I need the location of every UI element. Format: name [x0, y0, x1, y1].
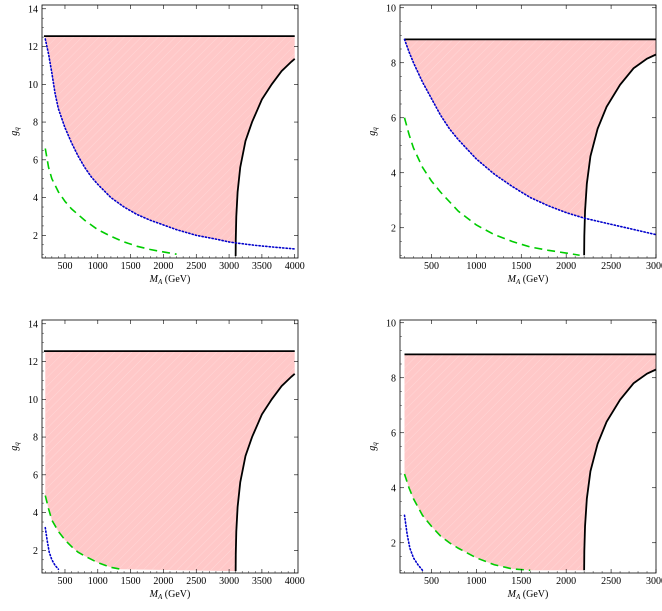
series-blue-dotted-2 [403, 514, 424, 572]
x-tick-label: 1500 [511, 261, 531, 272]
y-tick-label: 12 [28, 357, 38, 368]
y-axis-label: gq [9, 442, 21, 451]
x-tick-label: 500 [424, 576, 439, 587]
y-tick-label: 6 [391, 113, 396, 124]
series-blue-dotted-2 [403, 38, 657, 236]
allowed-region-hatch [404, 39, 656, 256]
x-tick-label: 1000 [88, 576, 108, 587]
y-tick-label: 6 [391, 428, 396, 439]
y-tick-label: 8 [391, 373, 396, 384]
y-tick-label: 6 [33, 470, 38, 481]
y-axis-label: gq [367, 442, 379, 451]
x-tick-label: 1000 [88, 261, 108, 272]
x-axis-label: MA (GeV) [507, 274, 549, 286]
y-tick-label: 10 [28, 395, 38, 406]
x-tick-label: 1000 [466, 261, 486, 272]
x-tick-label: 3500 [252, 261, 272, 272]
y-tick-label: 12 [28, 42, 38, 53]
x-tick-label: 4000 [285, 576, 305, 587]
x-tick-label: 500 [57, 576, 72, 587]
y-tick-label: 6 [33, 155, 38, 166]
y-axis-label: gq [367, 127, 379, 136]
series-green-dashed-3 [403, 473, 531, 572]
x-tick-label: 2000 [556, 576, 576, 587]
chart-panel-top-left: 500 1000 1500 2000 2500 3000 3500 4000 2 4 6 8 10 12 1… [9, 4, 305, 286]
series-blue-dotted-2 [44, 526, 60, 571]
y-tick-label: 4 [33, 193, 38, 204]
series-black-solid-1 [234, 373, 296, 572]
x-tick-label: 3000 [219, 261, 239, 272]
y-axis-label: gq [9, 127, 21, 136]
y-tick-label: 4 [33, 508, 38, 519]
y-tick-label: 2 [391, 538, 396, 549]
x-tick-label: 1500 [511, 576, 531, 587]
y-tick-label: 4 [391, 168, 396, 179]
y-tick-label: 8 [391, 58, 396, 69]
x-tick-label: 2500 [601, 261, 621, 272]
x-tick-label: 1000 [466, 576, 486, 587]
x-tick-label: 3000 [646, 576, 662, 587]
x-tick-label: 2500 [601, 576, 621, 587]
allowed-region-hatch [404, 354, 656, 571]
x-axis-label: MA (GeV) [507, 589, 549, 601]
y-tick-label: 4 [391, 483, 396, 494]
series-black-solid-1 [583, 368, 657, 571]
y-tick-label: 10 [28, 80, 38, 91]
x-tick-label: 500 [424, 261, 439, 272]
y-tick-label: 2 [33, 231, 38, 242]
x-tick-label: 3000 [219, 576, 239, 587]
x-tick-label: 1500 [121, 261, 141, 272]
x-axis-label: MA (GeV) [149, 589, 191, 601]
y-tick-label: 2 [391, 223, 396, 234]
series-green-dashed-3 [44, 148, 177, 256]
allowed-region-hatch [45, 351, 295, 572]
y-tick-label: 14 [28, 319, 38, 330]
y-tick-label: 10 [386, 318, 396, 329]
x-tick-label: 2000 [153, 261, 173, 272]
chart-panel-top-right: 500 1000 1500 2000 2500 3000 2 4 6 8 10 MA (GeV) gq [367, 3, 662, 286]
series-black-solid-1 [583, 53, 657, 256]
x-tick-label: 1500 [121, 576, 141, 587]
series-green-dashed-3 [403, 117, 580, 257]
x-tick-label: 2000 [153, 576, 173, 587]
series-blue-dotted-2 [44, 38, 296, 250]
x-tick-label: 3500 [252, 576, 272, 587]
y-tick-label: 8 [33, 433, 38, 444]
chart-panel-bottom-left: 500 1000 1500 2000 2500 3000 3500 4000 2 4 6 8 10 12 1… [9, 319, 305, 601]
y-tick-label: 10 [386, 3, 396, 14]
allowed-region-hatch [45, 36, 295, 257]
x-tick-label: 2000 [556, 261, 576, 272]
y-tick-label: 2 [33, 546, 38, 557]
x-tick-label: 500 [57, 261, 72, 272]
y-tick-label: 8 [33, 118, 38, 129]
x-tick-label: 2500 [186, 261, 206, 272]
chart-panel-bottom-right: 500 1000 1500 2000 2500 3000 2 4 6 8 10 MA (GeV) gq [367, 318, 662, 601]
y-tick-label: 14 [28, 4, 38, 15]
x-tick-label: 3000 [646, 261, 662, 272]
x-axis-label: MA (GeV) [149, 274, 191, 286]
x-tick-label: 2500 [186, 576, 206, 587]
series-green-dashed-3 [44, 495, 121, 571]
series-black-solid-1 [234, 58, 296, 257]
x-tick-label: 4000 [285, 261, 305, 272]
